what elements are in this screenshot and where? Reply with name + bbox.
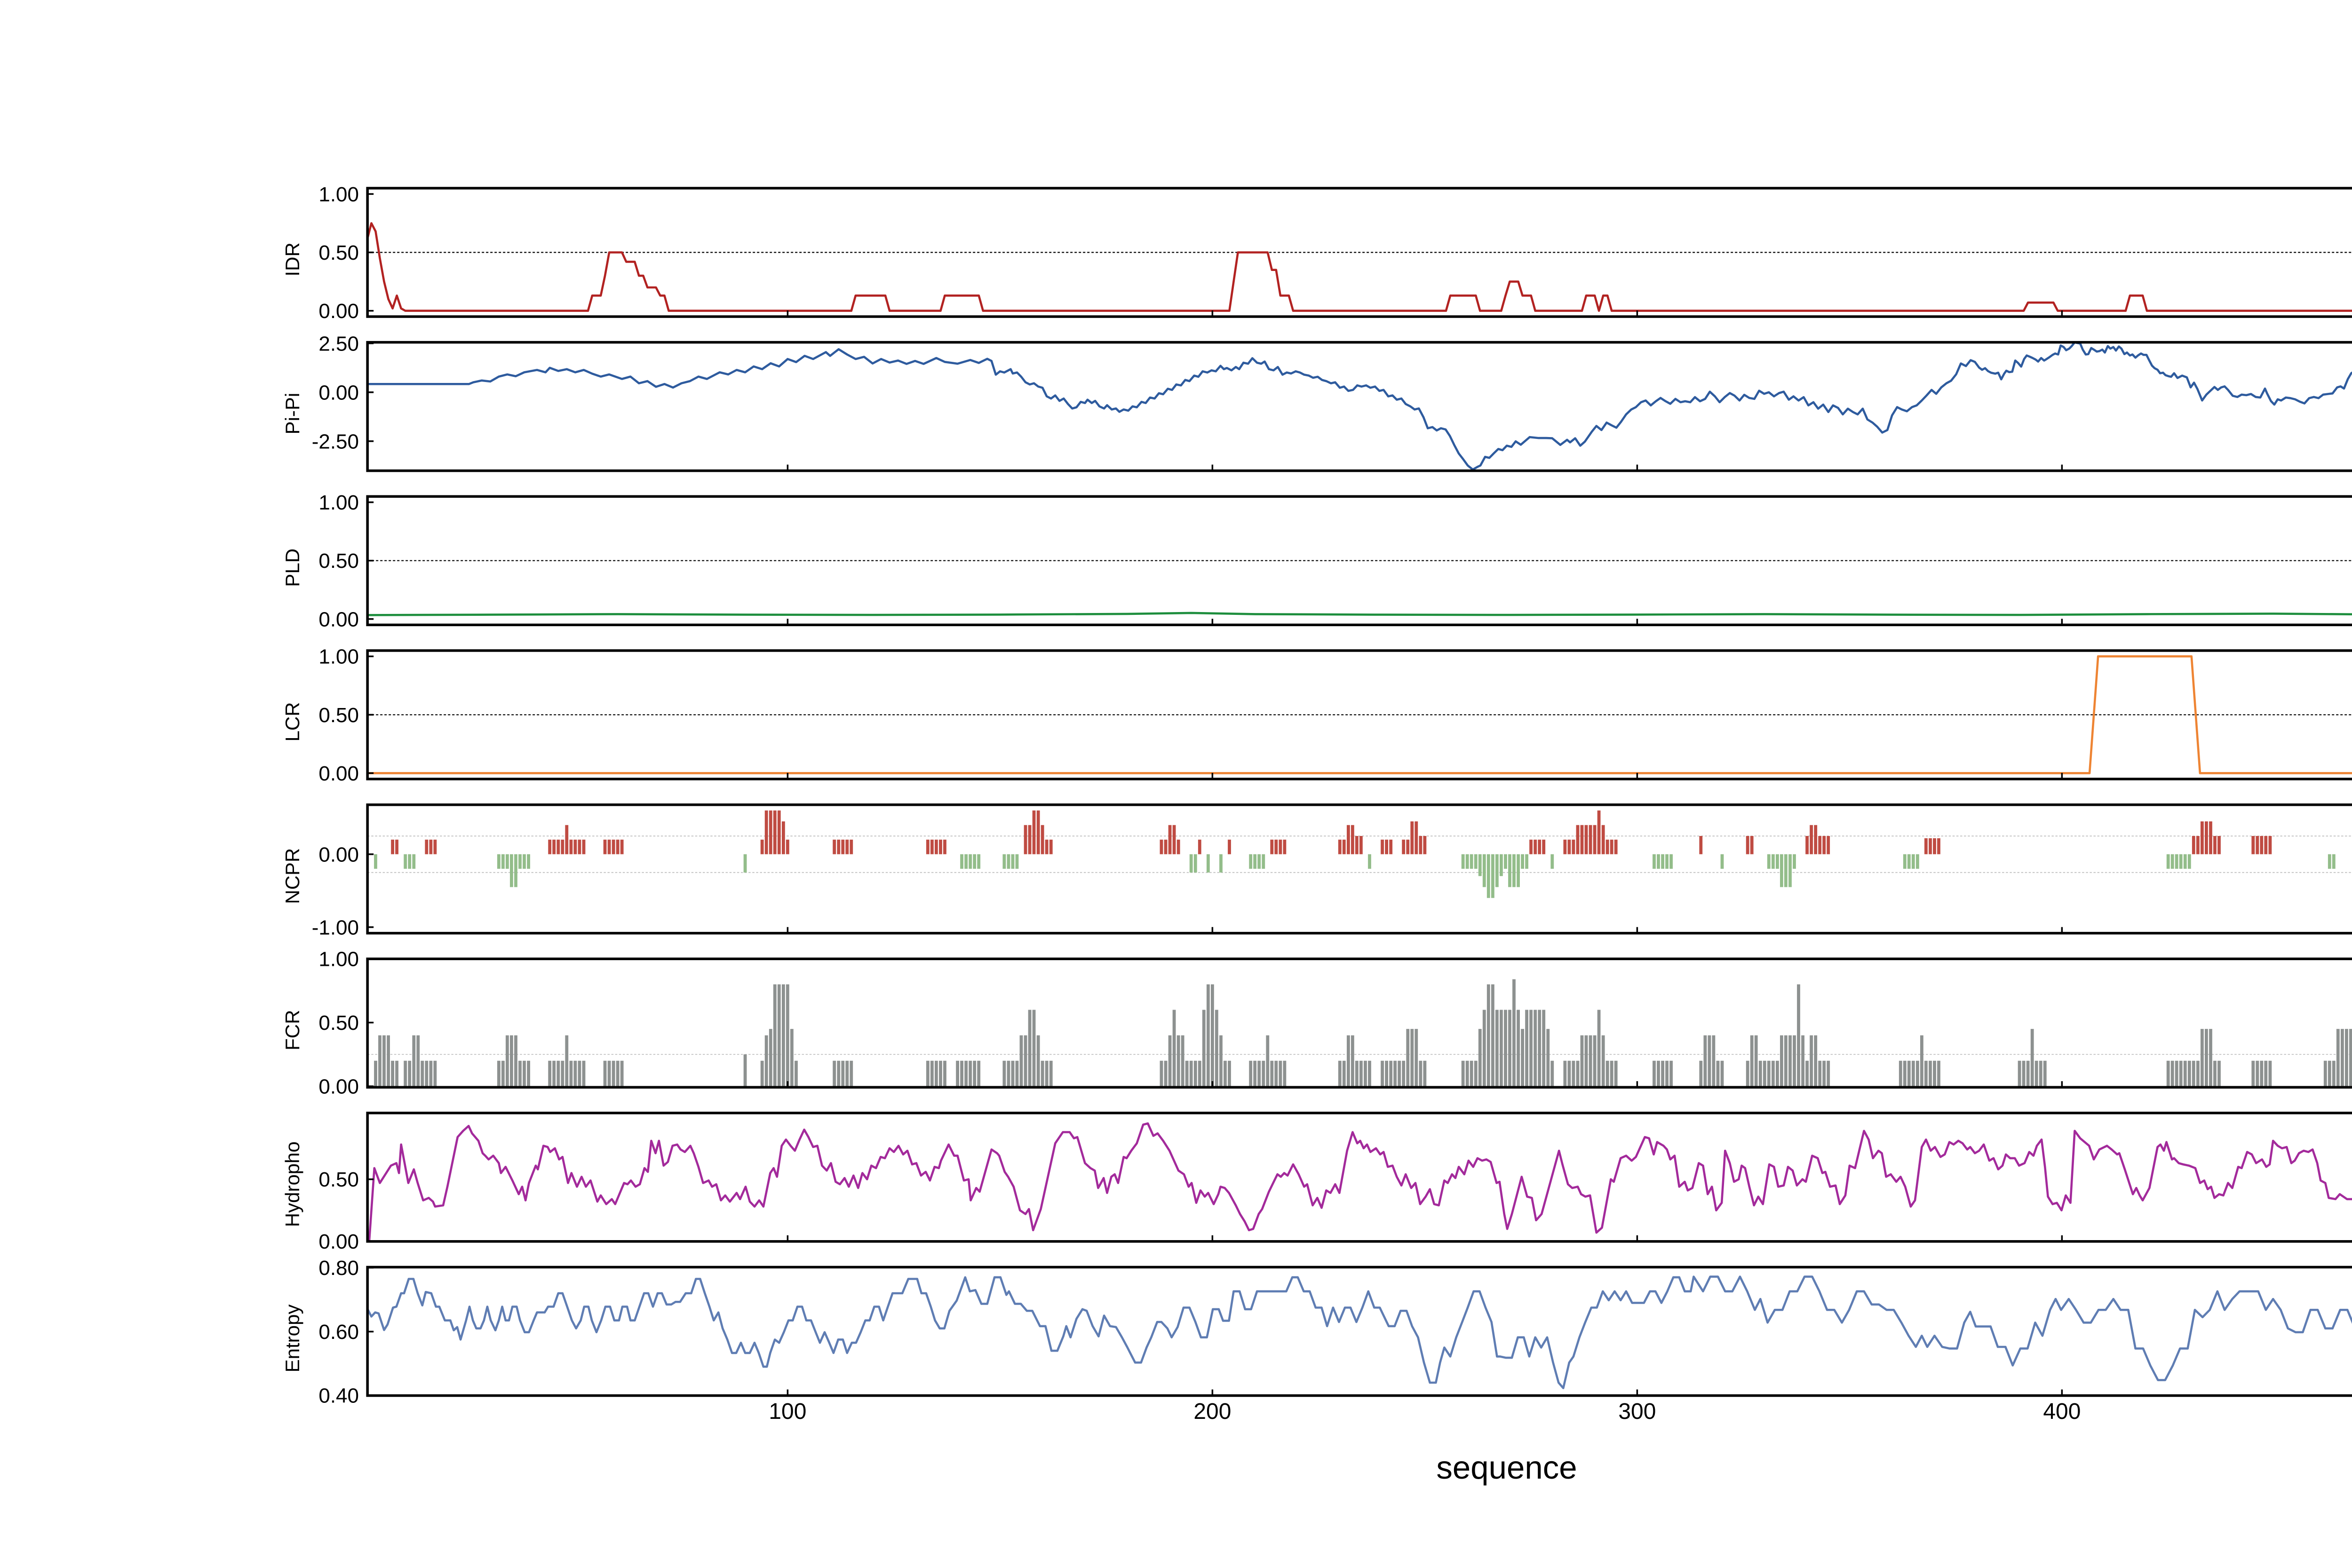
svg-text:100: 100 <box>769 1399 806 1424</box>
svg-text:1.00: 1.00 <box>318 948 359 971</box>
svg-text:Hydropho: Hydropho <box>281 1141 303 1227</box>
svg-text:-1.00: -1.00 <box>312 916 359 939</box>
svg-text:0.00: 0.00 <box>318 1075 359 1098</box>
svg-text:0.50: 0.50 <box>318 1168 359 1191</box>
svg-text:sequence: sequence <box>1436 1449 1577 1486</box>
svg-text:NCPR: NCPR <box>281 848 303 904</box>
svg-text:1.00: 1.00 <box>318 183 359 206</box>
svg-text:0.80: 0.80 <box>318 1257 359 1280</box>
svg-text:0.00: 0.00 <box>318 843 359 866</box>
svg-text:0.50: 0.50 <box>318 549 359 573</box>
svg-text:0.00: 0.00 <box>318 1230 359 1253</box>
svg-text:2.50: 2.50 <box>318 332 359 355</box>
svg-text:PLD: PLD <box>281 549 303 587</box>
svg-text:0.00: 0.00 <box>318 381 359 404</box>
svg-text:0.50: 0.50 <box>318 704 359 727</box>
svg-text:0.60: 0.60 <box>318 1321 359 1344</box>
svg-text:Entropy: Entropy <box>281 1305 303 1373</box>
svg-text:FCR: FCR <box>281 1010 303 1051</box>
svg-text:0.00: 0.00 <box>318 762 359 785</box>
svg-text:0.50: 0.50 <box>318 241 359 264</box>
svg-text:-2.50: -2.50 <box>312 430 359 453</box>
svg-text:400: 400 <box>2043 1399 2081 1424</box>
svg-text:300: 300 <box>1618 1399 1656 1424</box>
svg-text:1.00: 1.00 <box>318 645 359 669</box>
svg-text:LCR: LCR <box>281 702 303 741</box>
svg-text:0.00: 0.00 <box>318 300 359 323</box>
svg-text:IDR: IDR <box>281 242 303 276</box>
svg-text:1.00: 1.00 <box>318 491 359 514</box>
svg-text:0.00: 0.00 <box>318 608 359 631</box>
svg-text:0.50: 0.50 <box>318 1011 359 1035</box>
svg-text:0.40: 0.40 <box>318 1385 359 1408</box>
svg-text:200: 200 <box>1193 1399 1231 1424</box>
svg-text:Pi-Pi: Pi-Pi <box>281 393 303 435</box>
